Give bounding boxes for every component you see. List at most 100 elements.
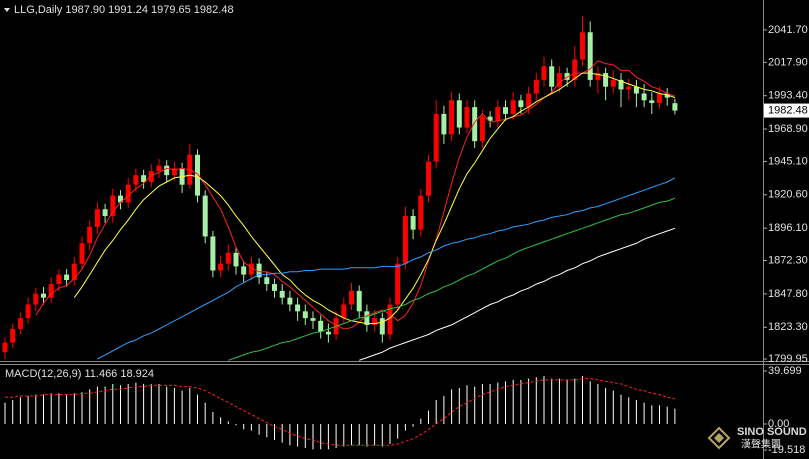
y-tick-label: 1945.10 [768,155,808,167]
candle-body [295,304,301,312]
y-tick-label: 1896.10 [768,222,808,234]
candle-body [541,66,547,80]
candle-body [556,73,562,87]
candle-body [641,93,647,101]
candle-body [549,66,555,87]
candle-body [495,107,501,121]
candle-body [202,195,208,237]
candle-body [195,154,200,196]
candle-body [302,311,308,319]
candle-body [395,263,401,305]
candle-body [387,304,393,335]
y-tick-label: 1920.60 [768,189,808,201]
candle-body [587,32,593,80]
moving-average [359,227,676,361]
candle-body [472,107,478,142]
candle-body [518,100,524,108]
candle-body [426,161,431,196]
candle-body [118,195,123,203]
candle-body [233,252,239,267]
candle-body [64,274,70,281]
candle-body [564,73,570,80]
candle-body [418,195,424,230]
candle-body [171,168,177,176]
candle-body [533,79,539,94]
candle-body [479,116,485,142]
candle-body [664,93,670,98]
candle-body [356,290,362,312]
candle-body [94,209,100,227]
candle-body [364,311,370,325]
candle-body [618,79,624,90]
candle-body [225,252,231,264]
moving-average [228,197,676,361]
candle-body [610,79,616,87]
candle-body [164,165,170,176]
candle-body [310,318,316,321]
chart-title: LLG,Daily 1987.90 1991.24 1979.65 1982.4… [14,4,234,16]
candle-body [56,274,62,285]
candle-body [125,184,131,203]
y-tick-label: 2017.90 [768,56,808,68]
candle-body [10,329,16,343]
candle-body [603,73,609,87]
candle-body [503,107,508,114]
candle-body [241,266,247,275]
candle-body [580,32,585,60]
candle-body [341,304,347,319]
logo [707,426,731,450]
last-price-box [764,103,809,118]
logo [714,433,724,443]
candle-body [672,103,678,111]
y-tick-label: 1823.30 [768,321,808,333]
moving-average [97,177,676,360]
candle-body [410,216,416,230]
brand: SINO SOUND [737,426,807,438]
candle-body [141,175,147,182]
watermark: SINO SOUND 漢聲集團 [707,426,807,451]
moving-average [35,60,676,330]
candle-body [649,100,655,104]
menu-icon [4,8,10,12]
candle-body [148,171,154,182]
candle-body [25,304,31,319]
candle-body [349,290,354,305]
candle-body [526,93,532,108]
y-tick-label: 1968.90 [768,123,808,135]
candle-body [379,318,385,335]
candle-body [110,195,116,217]
candle-body [510,100,516,114]
y-tick-label: 2041.70 [768,24,808,36]
candle-body [325,331,331,335]
y-tick-label: 1799.95 [768,353,808,365]
y-tick-label: 0.00 [768,418,789,430]
candle-body [279,290,285,298]
candle-body [456,100,462,128]
candle-body [464,107,470,128]
moving-average [73,72,676,325]
last-price-label: 1982.48 [768,104,808,116]
candle-body [264,277,270,285]
candle-body [248,263,254,275]
y-tick-label: 1872.30 [768,254,808,266]
candle-body [318,320,324,332]
candle-body [41,293,46,298]
y-tick-label: 39.699 [768,365,802,377]
candle-body [102,209,108,217]
candle-body [572,59,578,80]
candle-body [595,73,601,80]
candle-body [2,342,8,353]
candle-body [441,113,447,135]
candle-body [287,297,293,305]
candle-body [626,86,632,90]
candle-body [133,175,139,185]
candle-body [657,93,662,104]
candle-body [79,243,85,264]
candle-body [17,318,23,330]
candle-body [71,263,77,281]
candle-body [48,284,54,298]
candle-body [33,293,39,305]
candle-body [372,318,378,325]
y-tick-label: 1993.40 [768,90,808,102]
